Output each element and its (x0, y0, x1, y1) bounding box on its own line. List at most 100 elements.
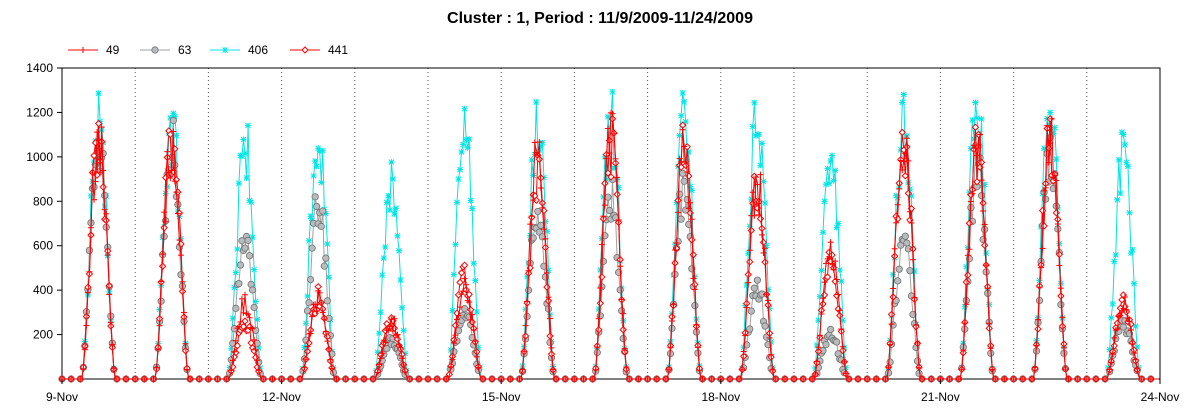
data-point (254, 316, 261, 323)
legend-item-49: 49 (68, 43, 120, 57)
data-point (235, 280, 243, 288)
data-point (909, 310, 917, 319)
data-point (965, 219, 974, 227)
data-point (303, 307, 312, 315)
data-point (835, 220, 842, 227)
data-point (597, 266, 604, 273)
data-point (747, 226, 756, 235)
data-point (1126, 209, 1133, 216)
data-point (383, 345, 391, 353)
data-point (827, 157, 834, 164)
data-point (306, 237, 313, 244)
data-point (249, 286, 257, 294)
data-point (94, 119, 103, 128)
data-point (250, 303, 258, 312)
data-point (470, 260, 477, 267)
data-point (1123, 159, 1130, 166)
data-point (318, 179, 325, 186)
data-point (688, 187, 695, 194)
data-point (682, 161, 690, 170)
data-point (970, 136, 977, 143)
data-point (389, 176, 396, 183)
data-point (894, 194, 901, 201)
data-point (1109, 300, 1116, 307)
plot-area (61, 67, 1161, 380)
data-point (679, 89, 686, 96)
data-point (682, 118, 689, 125)
data-point (1128, 250, 1135, 257)
data-point (743, 281, 750, 288)
series-441 (58, 115, 1159, 383)
data-point (455, 176, 462, 183)
data-point (836, 267, 843, 274)
data-point (160, 224, 168, 232)
data-point (239, 322, 248, 331)
data-point (475, 344, 482, 351)
data-point (971, 123, 980, 131)
y-tick-label: 200 (33, 328, 53, 342)
data-point (534, 207, 542, 216)
data-point (1040, 222, 1048, 230)
data-point (815, 317, 822, 324)
data-point (832, 167, 839, 174)
data-point (673, 199, 680, 206)
data-point (826, 325, 835, 334)
data-point (980, 241, 989, 249)
data-point (97, 118, 104, 125)
data-point (973, 178, 981, 186)
data-point (85, 246, 94, 254)
data-point (380, 255, 387, 262)
data-point (170, 110, 177, 117)
data-point (379, 272, 386, 279)
data-point (532, 196, 540, 204)
data-point (255, 344, 262, 351)
data-point (1118, 129, 1125, 136)
data-point (1129, 246, 1136, 253)
data-point (595, 325, 603, 334)
data-point (964, 271, 972, 279)
data-point (681, 98, 688, 105)
data-point (540, 206, 548, 215)
data-point (679, 169, 687, 177)
data-point (746, 223, 753, 230)
x-tick-label: 9-Nov (46, 390, 78, 404)
data-point (750, 284, 758, 292)
legend-label: 441 (328, 43, 348, 57)
data-point (325, 274, 332, 281)
data-point (251, 266, 258, 273)
data-point (528, 156, 535, 163)
legend-item-63: 63 (140, 43, 192, 57)
data-point (466, 306, 475, 314)
data-point (821, 198, 828, 205)
data-point (833, 338, 841, 346)
data-point (151, 46, 159, 54)
data-point (762, 199, 769, 206)
data-point (385, 192, 392, 199)
data-point (542, 218, 549, 225)
data-point (751, 99, 758, 106)
data-point (234, 246, 241, 253)
data-point (231, 284, 238, 291)
data-point (765, 286, 772, 293)
data-point (749, 123, 756, 130)
data-point (458, 149, 465, 156)
data-point (304, 293, 311, 300)
data-point (306, 275, 315, 284)
y-tick-label: 1400 (26, 61, 53, 75)
data-point (676, 190, 684, 198)
data-point (1111, 258, 1118, 265)
data-point (391, 210, 398, 217)
data-point (167, 114, 174, 121)
data-point (457, 166, 464, 173)
data-point (228, 345, 235, 352)
data-point (464, 144, 471, 151)
data-point (616, 286, 624, 294)
data-point (766, 305, 773, 312)
x-tick-label: 12-Nov (262, 390, 301, 404)
data-point (525, 286, 533, 294)
data-point (603, 176, 610, 183)
y-tick-label: 1200 (26, 105, 53, 119)
legend-label: 63 (178, 43, 192, 57)
data-point (601, 179, 609, 188)
